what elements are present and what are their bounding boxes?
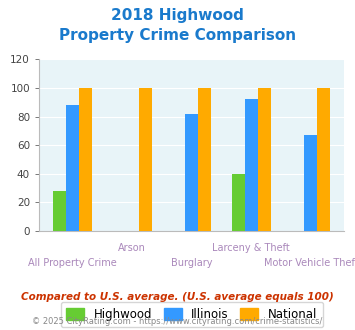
Text: © 2025 CityRating.com - https://www.cityrating.com/crime-statistics/: © 2025 CityRating.com - https://www.city… [32, 317, 323, 326]
Bar [258, 88, 271, 231]
Text: Larceny & Theft: Larceny & Theft [212, 243, 290, 253]
Bar [198, 88, 211, 231]
Bar [139, 88, 152, 231]
Bar [53, 191, 66, 231]
Text: Burglary: Burglary [171, 258, 212, 269]
Bar [66, 105, 79, 231]
Text: 2018 Highwood: 2018 Highwood [111, 8, 244, 23]
Text: Motor Vehicle Theft: Motor Vehicle Theft [263, 258, 355, 269]
Bar [231, 174, 245, 231]
Bar [304, 135, 317, 231]
Text: Property Crime Comparison: Property Crime Comparison [59, 28, 296, 43]
Bar [185, 114, 198, 231]
Bar [79, 88, 92, 231]
Bar [245, 99, 258, 231]
Text: Arson: Arson [118, 243, 146, 253]
Text: Compared to U.S. average. (U.S. average equals 100): Compared to U.S. average. (U.S. average … [21, 292, 334, 302]
Legend: Highwood, Illinois, National: Highwood, Illinois, National [60, 302, 323, 327]
Bar [317, 88, 331, 231]
Text: All Property Crime: All Property Crime [28, 258, 117, 269]
